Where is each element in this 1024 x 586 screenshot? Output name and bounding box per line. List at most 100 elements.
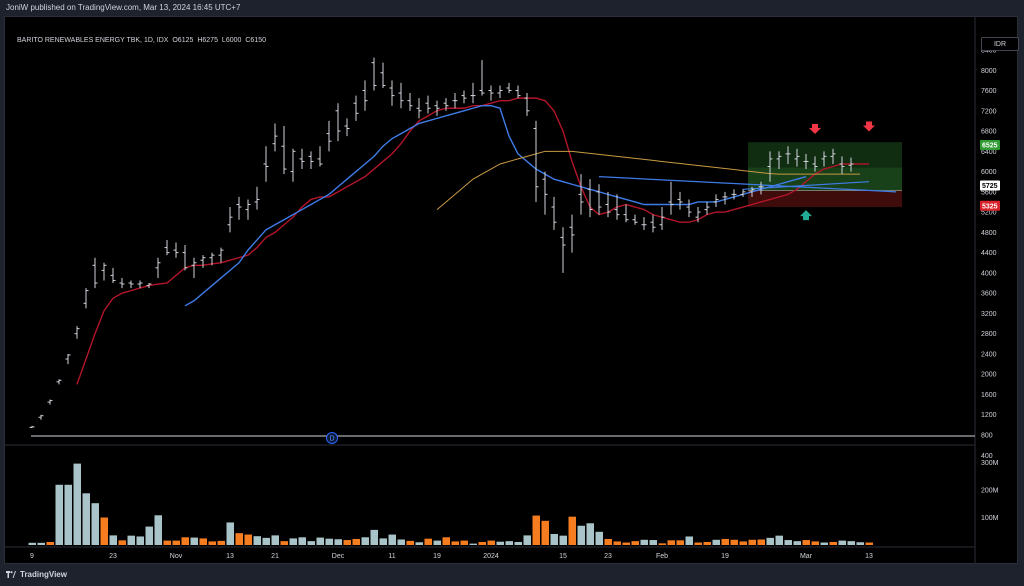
price-tick-label: 4000 <box>981 270 997 277</box>
volume-bar <box>433 540 441 545</box>
volume-bar <box>703 541 711 545</box>
price-tick-label: 6400 <box>981 149 997 156</box>
volume-bar <box>316 537 324 545</box>
volume-bar <box>208 541 216 545</box>
ohlc-bar <box>137 280 143 289</box>
dividend-marker-label: D <box>329 436 334 443</box>
volume-bar <box>478 541 486 545</box>
volume-bar <box>577 525 585 545</box>
volume-bar <box>415 542 423 545</box>
time-tick-label: 19 <box>721 553 729 560</box>
volume-bar <box>640 539 648 545</box>
volume-bar <box>280 541 288 545</box>
volume-bar <box>127 535 135 545</box>
volume-bar <box>442 537 450 545</box>
volume-bar <box>739 541 747 545</box>
ohlc-bar <box>344 118 350 137</box>
time-tick-label: 11 <box>388 553 395 560</box>
ohlc-bar <box>659 207 665 230</box>
volume-bar <box>352 538 360 545</box>
volume-bar <box>253 536 261 545</box>
ohlc-bar <box>686 199 692 218</box>
currency-button[interactable]: IDR <box>981 37 1019 51</box>
ohlc-bar <box>506 82 512 94</box>
ohlc-bar <box>416 98 422 119</box>
volume-bar <box>820 542 828 545</box>
ohlc-bar <box>272 123 278 152</box>
volume-bar <box>199 538 207 545</box>
price-chart[interactable]: D 8400 8000 7600 7200 6800 6400 6000 5600 5200 480… <box>5 17 1017 563</box>
volume-bar <box>118 540 126 545</box>
ohlc-bar <box>551 196 557 230</box>
volume-bar <box>136 536 144 545</box>
time-tick-label: Nov <box>170 553 183 560</box>
zone-bottom-price-label <box>980 200 1000 211</box>
volume-bar <box>514 541 522 545</box>
ohlc-bar <box>317 146 323 167</box>
volume-bar <box>766 537 774 545</box>
time-tick-label: 23 <box>109 553 117 560</box>
ohlc-bar <box>236 196 242 220</box>
tradingview-logo-icon <box>6 571 16 578</box>
chart-frame[interactable]: D 8400 8000 7600 7200 6800 6400 6000 5600 5200 480… <box>4 16 1019 564</box>
volume-bar <box>325 538 333 545</box>
time-tick-label: 23 <box>604 553 612 560</box>
price-tick-label: 4800 <box>981 230 997 237</box>
volume-bar <box>388 534 396 545</box>
price-tick-label: 6000 <box>981 169 997 176</box>
ohlc-bar <box>803 153 809 170</box>
ohlc-bar <box>560 227 566 273</box>
ohlc-bar <box>128 280 134 289</box>
volume-bar <box>100 517 108 545</box>
ohlc-bar <box>155 257 161 278</box>
ohlc-bar <box>758 181 764 195</box>
ohlc-bar <box>812 156 818 172</box>
volume-bar <box>379 538 387 545</box>
ohlc-bar <box>209 252 215 266</box>
ohlc-bar <box>839 156 845 175</box>
current-price-label <box>980 180 1000 191</box>
volume-bar <box>631 541 639 545</box>
volume-bar <box>217 540 225 545</box>
ohlc-bar <box>767 151 773 182</box>
volume-bar <box>226 522 234 545</box>
ohlc-bar <box>722 191 728 205</box>
ohlc-bar <box>362 80 368 111</box>
ohlc-bar <box>47 399 53 405</box>
volume-bar <box>559 535 567 545</box>
price-tick-label: 1200 <box>981 412 997 419</box>
price-tick-label: 6800 <box>981 129 997 136</box>
ohlc-bar <box>227 207 233 233</box>
dividend-marker-icon <box>326 432 338 444</box>
volume-bar <box>244 534 252 545</box>
volume-bar <box>406 540 414 545</box>
volume-bar <box>82 493 90 545</box>
ohlc-bar <box>830 148 836 164</box>
ohlc-bar <box>614 194 620 220</box>
price-tick-label: 2800 <box>981 331 997 338</box>
time-tick-label: 9 <box>30 553 34 560</box>
ohlc-bar <box>605 191 611 218</box>
ohlc-bar <box>704 201 710 215</box>
blue-moving-average-line <box>184 105 807 307</box>
ohlc-bar <box>38 414 44 420</box>
volume-bar <box>775 535 783 545</box>
ohlc-bar <box>146 283 152 289</box>
price-tick-label: 8400 <box>981 48 997 55</box>
ohlc-bar <box>353 95 359 121</box>
volume-bar <box>55 484 63 545</box>
volume-bar <box>64 484 72 545</box>
volume-bar <box>838 540 846 545</box>
volume-bar <box>172 540 180 545</box>
volume-bar <box>829 541 837 545</box>
ohlc-bar <box>542 171 548 215</box>
ohlc-bar <box>497 85 503 99</box>
volume-bar <box>469 543 477 545</box>
volume-bar <box>568 516 576 545</box>
volume-bar <box>163 540 171 545</box>
volume-bar <box>496 541 504 545</box>
volume-bar <box>361 537 369 545</box>
volume-bar <box>712 539 720 545</box>
volume-bar <box>784 540 792 545</box>
price-tick-label: 4400 <box>981 250 997 257</box>
